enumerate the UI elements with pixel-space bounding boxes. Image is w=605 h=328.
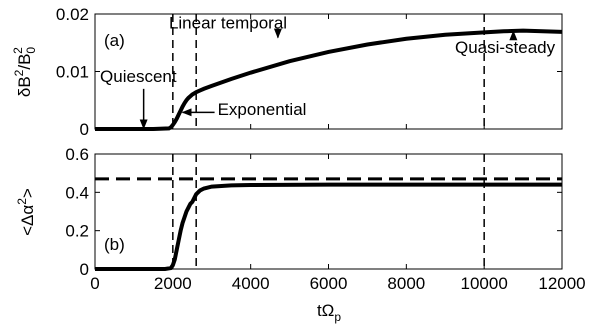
xtick-label: 4000 [232,274,270,293]
xtick-label: 2000 [154,274,192,293]
xtick-label: 12000 [538,274,585,293]
panel-a-series-line [95,28,563,131]
panel-b-frame [94,153,563,270]
panel-b: 0 0.2 0.4 0.6 0 2000 4000 6000 8000 10000 12000 (b… [15,145,586,324]
panel-b-ylabel: <Δα2> [15,188,37,236]
panel-a-label: (a) [104,31,125,50]
annotation-text: Exponential [218,100,307,119]
panel-b-label: (b) [104,235,125,254]
panel-a: 0 0.01 0.02 (a) Linear temporal Quiescent Ex… [11,5,563,139]
ytick-label: 0 [80,260,89,279]
annotation-text: Quiescent [100,67,177,86]
panel-b-series-line [95,182,562,271]
xtick-label: 0 [90,274,99,293]
xtick-label: 8000 [387,274,425,293]
ytick-label: 0.02 [56,5,89,24]
ytick-label: 0.2 [65,222,89,241]
ytick-label: 0 [80,120,89,139]
xtick-label: 6000 [310,274,348,293]
annotation-text: Quasi-steady [455,38,556,57]
xtick-label: 10000 [461,274,508,293]
ytick-label: 0.6 [65,145,89,164]
annotation-text: Linear temporal [169,13,287,32]
ytick-label: 0.01 [56,63,89,82]
ytick-label: 0.4 [65,183,89,202]
panel-a-ylabel: δB2/B02 [11,47,38,98]
panel-b-xlabel: tΩp [317,301,341,324]
